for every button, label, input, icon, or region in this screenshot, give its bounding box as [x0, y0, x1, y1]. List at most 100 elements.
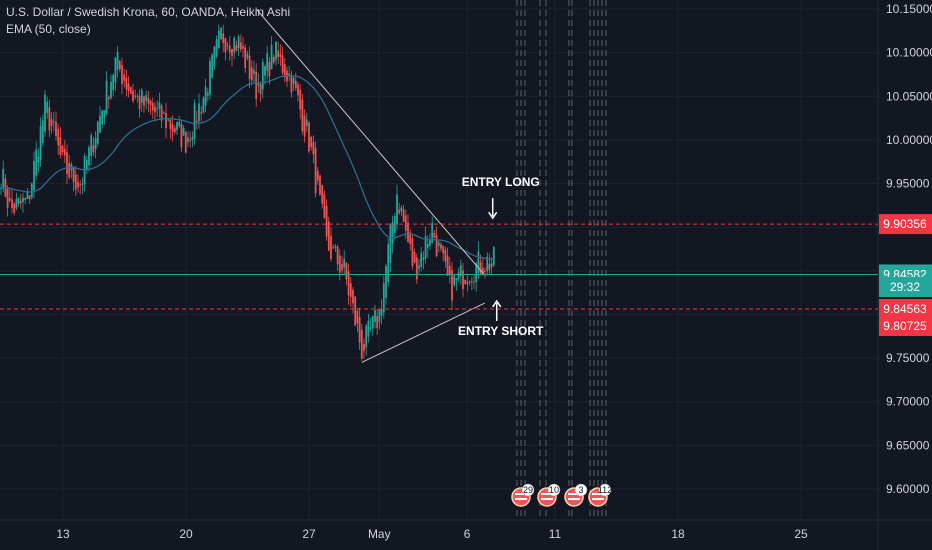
candle-body [365, 325, 368, 348]
candle-body [112, 74, 115, 90]
candle-body [396, 194, 398, 225]
candle-body [407, 222, 409, 242]
candle-body [303, 115, 306, 137]
candle-body [17, 197, 20, 204]
us-flag-event-icon [592, 498, 604, 500]
candle-body [411, 238, 414, 266]
candle-body [198, 103, 200, 122]
candle-body [211, 54, 214, 78]
event-count-label: 112 [598, 485, 612, 495]
candle-body [462, 270, 464, 290]
candle-body [435, 235, 438, 257]
candle-body [402, 209, 405, 222]
candle-body [374, 310, 376, 323]
candle-body [110, 81, 112, 99]
candle-body [488, 263, 491, 270]
candle-body [389, 223, 392, 264]
candle-body [257, 83, 260, 86]
candle-body [446, 255, 449, 276]
candle-body [457, 272, 460, 280]
candle-body [162, 112, 165, 114]
candle-body [90, 135, 93, 157]
candle-body [475, 263, 478, 283]
candle-body [127, 83, 130, 92]
candle-body [264, 66, 266, 76]
candle-body [272, 56, 275, 63]
candle-body [277, 50, 280, 58]
candle-body [433, 232, 436, 238]
candle-body [288, 73, 291, 76]
candle-body [486, 256, 489, 272]
candle-body [26, 191, 29, 200]
x-tick-label: 27 [302, 527, 316, 541]
candle-body [378, 309, 381, 322]
candle-body [451, 269, 453, 301]
candle-body [123, 74, 126, 82]
candle-body [387, 244, 390, 282]
candle-body [46, 101, 49, 113]
event-count-badge [521, 483, 535, 497]
candle-body [444, 249, 447, 262]
candle-body [459, 264, 462, 276]
us-flag-event-icon [515, 493, 527, 495]
y-tick-label: 9.60000 [886, 482, 930, 496]
candle-body [156, 108, 159, 110]
candle-body [431, 223, 434, 243]
candle-body [39, 125, 42, 160]
candle-body [382, 283, 385, 313]
candle-body [334, 246, 337, 248]
symbol-title: U.S. Dollar / Swedish Krona, 60, OANDA, … [6, 5, 291, 19]
price-tag-label: 9.90356 [883, 217, 927, 231]
candle-body [116, 52, 119, 70]
x-tick-label: 18 [671, 527, 685, 541]
candle-body [466, 281, 469, 284]
candle-body [290, 74, 293, 93]
candle-body [253, 69, 255, 74]
candle-body [129, 87, 132, 94]
price-tag [879, 298, 932, 319]
candle-body [107, 97, 110, 99]
candle-body [41, 120, 44, 143]
candle-body [418, 265, 420, 269]
candle-body [13, 203, 16, 213]
candle-body [140, 90, 143, 103]
candle-body [492, 247, 495, 266]
candle-body [114, 57, 117, 83]
event-count-badge [547, 483, 561, 497]
candle-body [44, 94, 46, 132]
candle-body [189, 139, 192, 141]
candle-body [338, 255, 341, 273]
candle-body [349, 283, 352, 297]
arrow-up-icon [492, 299, 502, 308]
candle-body [409, 232, 412, 245]
candle-body [354, 296, 357, 326]
candle-body [121, 65, 123, 85]
candle-body [479, 262, 482, 274]
candle-body [237, 36, 240, 49]
candle-body [437, 242, 440, 246]
candle-body [81, 183, 84, 185]
candle-body [385, 266, 387, 298]
candle-body [79, 184, 82, 186]
candle-body [363, 344, 365, 351]
y-tick-label: 9.70000 [886, 395, 930, 409]
candle-body [147, 97, 150, 104]
us-flag-event-icon [568, 493, 580, 495]
candle-body [301, 99, 304, 132]
candle-body [217, 30, 220, 48]
candle-body [270, 44, 273, 70]
price-tag [879, 276, 932, 297]
y-tick-label: 10.10000 [886, 46, 932, 60]
candle-body [182, 127, 185, 136]
candle-body [30, 183, 33, 198]
candle-body [380, 309, 383, 316]
candle-body [11, 199, 13, 208]
event-count-label: 10 [549, 485, 559, 495]
y-tick-label: 10.00000 [886, 133, 932, 147]
candle-body [215, 39, 218, 57]
candle-body [101, 110, 104, 125]
x-tick-label: 6 [464, 527, 471, 541]
candle-body [413, 252, 416, 263]
